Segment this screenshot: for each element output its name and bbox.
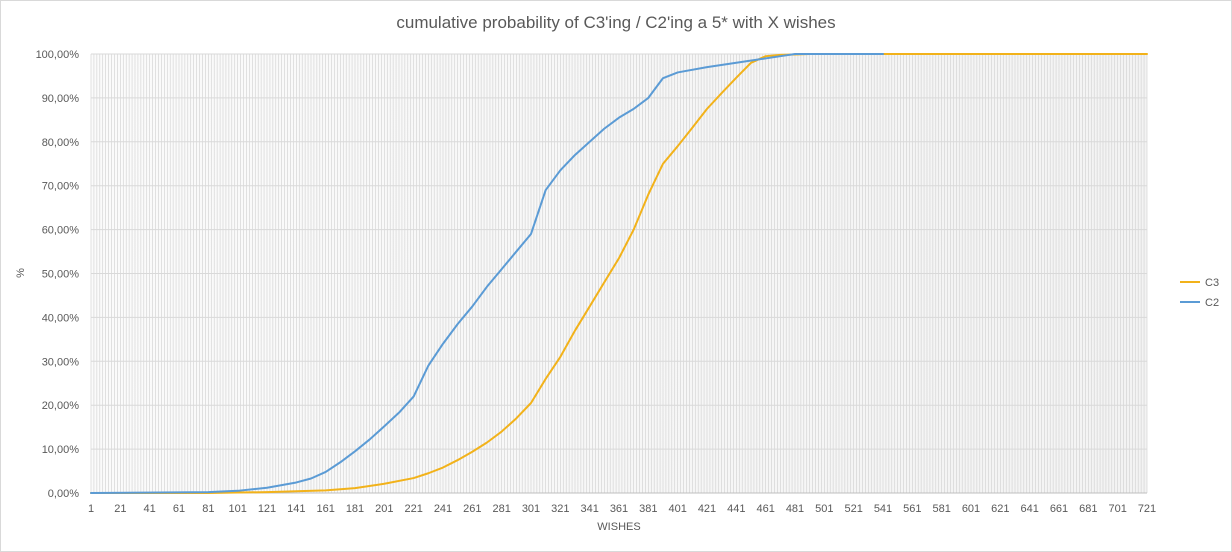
y-tick-label: 100,00%	[36, 49, 80, 61]
y-tick-label: 90,00%	[42, 93, 80, 105]
x-tick-label: 401	[668, 503, 686, 515]
y-tick-label: 50,00%	[42, 269, 80, 281]
x-tick-label: 361	[610, 503, 628, 515]
x-tick-label: 41	[144, 503, 156, 515]
x-tick-label: 701	[1108, 503, 1126, 515]
y-tick-label: 0,00%	[48, 488, 79, 500]
x-tick-label: 21	[114, 503, 126, 515]
x-tick-label: 201	[375, 503, 393, 515]
x-tick-label: 541	[874, 503, 892, 515]
x-tick-label: 461	[756, 503, 774, 515]
x-tick-label: 521	[844, 503, 862, 515]
legend-label-c2: C2	[1205, 297, 1219, 309]
x-tick-label: 321	[551, 503, 569, 515]
y-axis-title: %	[15, 268, 27, 278]
series-lines	[90, 53, 1148, 494]
x-tick-label: 721	[1138, 503, 1156, 515]
y-tick-label: 70,00%	[42, 181, 80, 193]
x-tick-label: 481	[786, 503, 804, 515]
y-tick-label: 10,00%	[42, 444, 80, 456]
x-tick-label: 161	[316, 503, 334, 515]
x-tick-label: 241	[434, 503, 452, 515]
x-tick-label: 301	[522, 503, 540, 515]
x-tick-label: 281	[492, 503, 510, 515]
x-tick-label: 101	[228, 503, 246, 515]
x-tick-label: 621	[991, 503, 1009, 515]
x-tick-label: 561	[903, 503, 921, 515]
x-tick-label: 121	[258, 503, 276, 515]
chart-title: cumulative probability of C3'ing / C2'in…	[396, 13, 835, 32]
y-tick-label: 40,00%	[42, 312, 80, 324]
x-tick-label: 661	[1050, 503, 1068, 515]
x-tick-label: 581	[932, 503, 950, 515]
x-tick-label: 141	[287, 503, 305, 515]
x-tick-label: 501	[815, 503, 833, 515]
y-tick-label: 60,00%	[42, 225, 80, 237]
legend: C3 C2	[1180, 277, 1219, 309]
series-line-c3	[90, 53, 1148, 494]
legend-label-c3: C3	[1205, 277, 1219, 289]
x-tick-label: 441	[727, 503, 745, 515]
x-tick-label: 681	[1079, 503, 1097, 515]
x-tick-label: 601	[962, 503, 980, 515]
x-tick-label: 61	[173, 503, 185, 515]
x-tick-label: 81	[202, 503, 214, 515]
series-line-c2	[90, 53, 884, 494]
y-tick-label: 20,00%	[42, 400, 80, 412]
x-tick-label: 261	[463, 503, 481, 515]
x-tick-label: 1	[88, 503, 94, 515]
x-tick-label: 181	[346, 503, 364, 515]
x-tick-label: 421	[698, 503, 716, 515]
x-tick-label: 221	[404, 503, 422, 515]
tick-labels: 0,00% 10,00% 20,00% 30,00% 40,00% 50,00% 60,00…	[36, 49, 1157, 515]
x-tick-label: 381	[639, 503, 657, 515]
x-tick-label: 641	[1020, 503, 1038, 515]
y-tick-label: 30,00%	[42, 356, 80, 368]
x-axis-title: WISHES	[597, 521, 640, 533]
y-tick-label: 80,00%	[42, 137, 80, 149]
x-tick-label: 341	[580, 503, 598, 515]
